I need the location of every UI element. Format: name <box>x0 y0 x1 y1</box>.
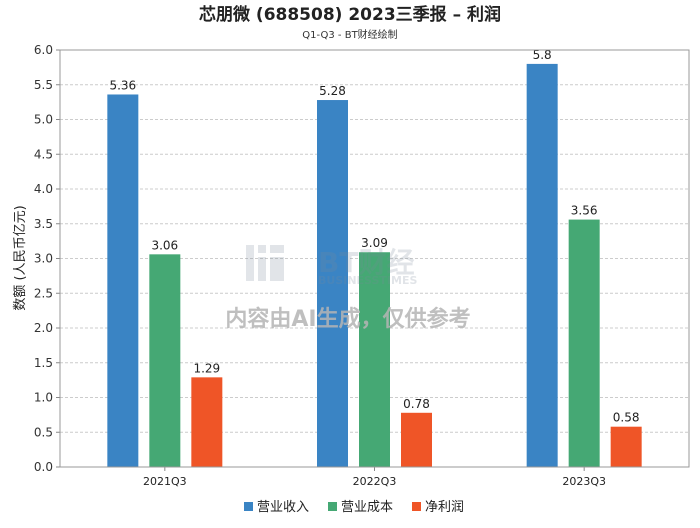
y-tick-label: 2.0 <box>34 321 53 335</box>
bar <box>568 219 600 467</box>
legend-swatch <box>244 502 253 511</box>
watermark: BT财经 BUSINESSTIMES <box>246 245 417 287</box>
y-tick-label: 1.0 <box>34 391 53 405</box>
data-label: 0.78 <box>403 397 430 411</box>
watermark-text: 内容由AI生成，仅供参考 <box>225 306 470 332</box>
bar <box>191 377 223 467</box>
bar <box>610 426 642 467</box>
y-tick-label: 0.0 <box>34 460 53 474</box>
bars <box>107 63 642 468</box>
y-tick-label: 3.0 <box>34 252 53 266</box>
legend: 营业收入 营业成本 净利润 <box>244 500 464 515</box>
legend-label: 营业成本 <box>341 500 393 515</box>
bar <box>359 252 390 467</box>
chart-subtitle: Q1-Q3 - BT财经绘制 <box>302 28 397 41</box>
y-tick-label: 5.5 <box>34 78 53 92</box>
y-tick-label: 5.0 <box>34 113 53 127</box>
watermark-logo: BT财经 <box>318 246 414 279</box>
x-tick-label: 2021Q3 <box>143 475 187 488</box>
y-tick-label: 0.5 <box>34 425 53 439</box>
data-label: 0.58 <box>613 411 640 425</box>
bar <box>107 94 139 467</box>
watermark-logo-icon <box>246 245 284 281</box>
y-tick-label: 6.0 <box>34 43 53 57</box>
legend-label: 营业收入 <box>257 500 309 515</box>
y-tick-label: 3.5 <box>34 217 53 231</box>
chart-title: 芯朋微 (688508) 2023三季报 – 利润 <box>199 4 501 25</box>
bar <box>401 412 432 467</box>
x-axis-ticks: 2021Q3 2022Q3 2023Q3 <box>143 467 606 488</box>
data-labels: 5.36 3.06 1.29 5.28 3.09 0.78 5.8 3.56 0.58 <box>109 48 639 425</box>
data-label: 5.8 <box>533 48 552 62</box>
y-axis-label: 数额 (人民币亿元) <box>13 205 28 310</box>
y-tick-label: 4.0 <box>34 182 53 196</box>
x-tick-label: 2023Q3 <box>562 475 606 488</box>
y-tick-label: 4.5 <box>34 147 53 161</box>
data-label: 3.56 <box>571 204 598 218</box>
data-label: 3.09 <box>361 236 388 250</box>
watermark-logo-sub: BUSINESSTIMES <box>318 274 417 287</box>
plot-frame <box>59 49 690 468</box>
y-tick-label: 2.5 <box>34 286 53 300</box>
data-label: 3.06 <box>151 238 178 252</box>
bar <box>526 63 558 468</box>
y-tick-label: 1.5 <box>34 356 53 370</box>
data-label: 5.28 <box>319 84 346 98</box>
x-tick-label: 2022Q3 <box>353 475 397 488</box>
data-label: 5.36 <box>109 78 136 92</box>
bar <box>317 100 348 467</box>
bar <box>149 254 181 467</box>
data-label: 1.29 <box>193 361 220 375</box>
y-axis-ticks: 0.0 0.5 1.0 1.5 2.0 2.5 3.0 3.5 4.0 4.5 5.0 5.5 6.0 <box>34 43 60 474</box>
legend-swatch <box>328 502 337 511</box>
legend-swatch <box>412 502 421 511</box>
legend-label: 净利润 <box>425 500 464 515</box>
